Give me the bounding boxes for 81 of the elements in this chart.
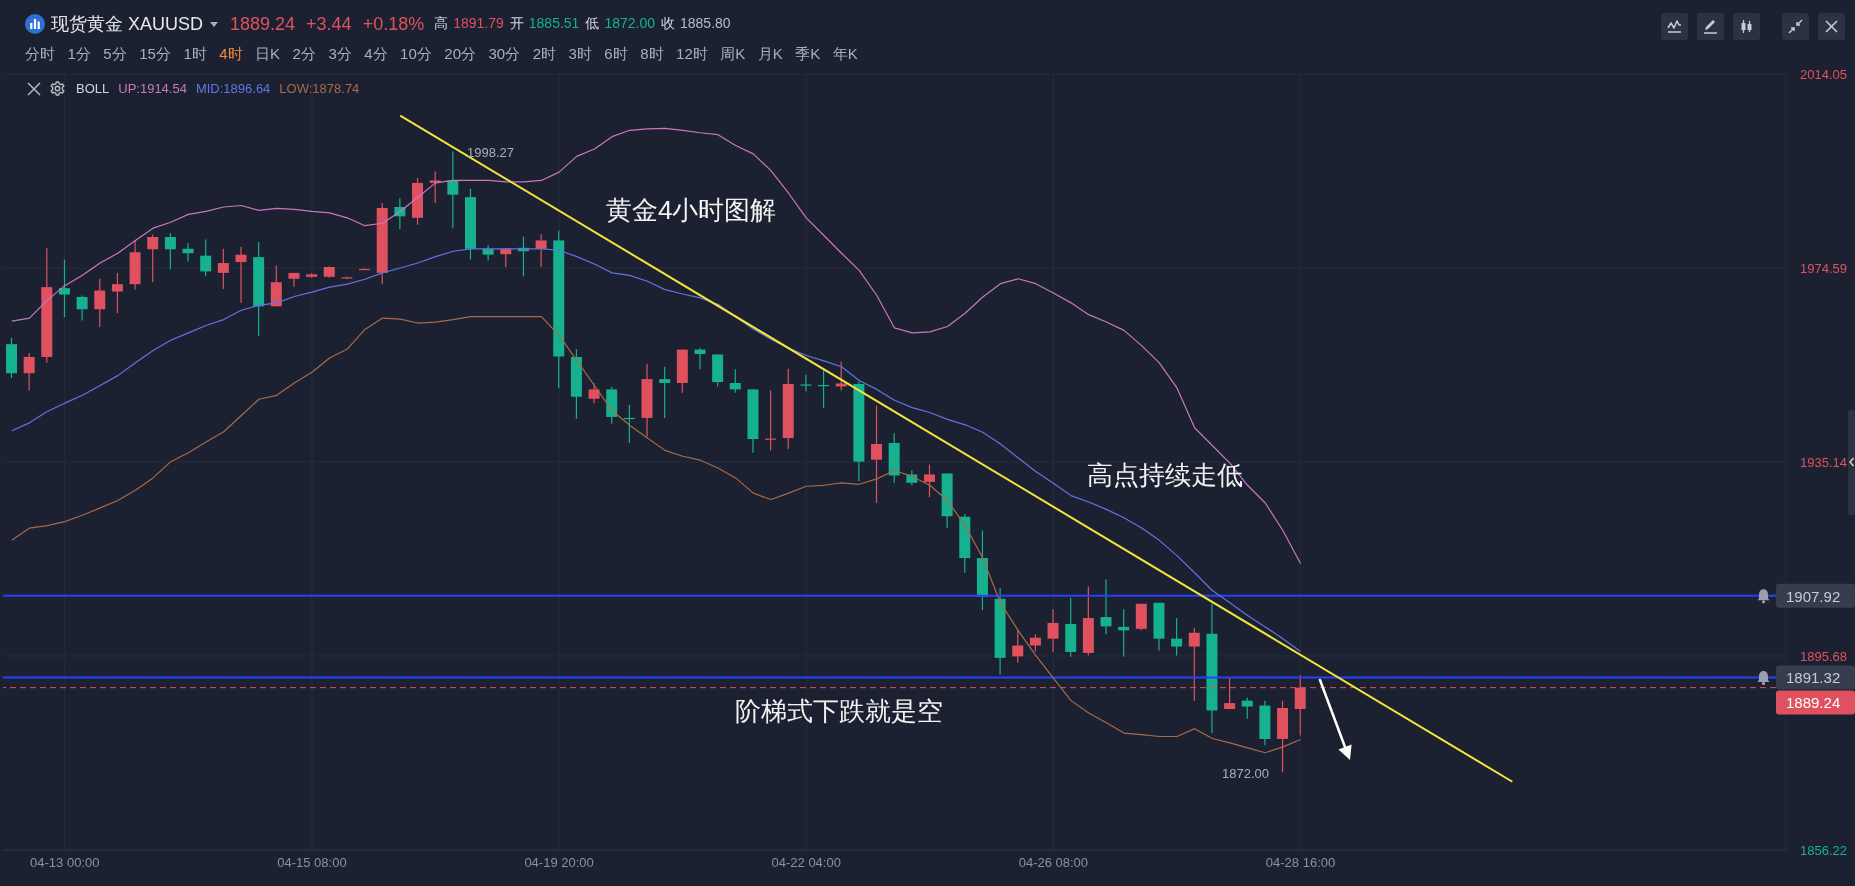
text: 8时 [640, 44, 664, 64]
text: 4分 [364, 44, 388, 64]
candlestick [659, 366, 671, 419]
text: 收 1885.80 [661, 15, 731, 31]
candlestick [729, 368, 741, 394]
candlestick [694, 347, 706, 370]
text: 5分 [103, 44, 127, 64]
text: 周K [720, 44, 746, 64]
candlestick [164, 232, 176, 271]
text: 20分 [444, 44, 476, 64]
candlestick [1100, 578, 1112, 635]
candlestick [800, 374, 812, 392]
line-series [11, 316, 1302, 754]
candlestick [200, 238, 212, 277]
candlestick [111, 272, 123, 314]
text: 10分 [400, 44, 432, 64]
ref-line-label: 1907.92 [1786, 587, 1841, 605]
candlestick [288, 272, 300, 288]
x-tick-label: 04-26 08:00 [1018, 855, 1089, 871]
candlestick [147, 233, 159, 283]
text: 2分 [292, 44, 316, 64]
y-tick-label: 1935.14 [1800, 454, 1847, 470]
annotation: 阶梯式下跌就是空 [735, 696, 943, 726]
candlestick [871, 405, 883, 504]
text: 2时 [532, 44, 557, 64]
candlestick [1012, 628, 1024, 664]
text: 3分 [328, 44, 352, 64]
candlestick [76, 294, 88, 322]
text: 6时 [604, 44, 628, 64]
x-tick-label: 04-15 08:00 [277, 855, 347, 871]
candlestick [447, 150, 459, 229]
text: 开 1885.51 [509, 15, 580, 31]
line-series [11, 127, 1302, 565]
x-tick-label: 04-19 20:00 [524, 855, 594, 871]
text: 30分 [488, 44, 521, 64]
chart-title: 现货黄金 XAUUSD [51, 13, 204, 36]
candlestick [182, 242, 194, 263]
text: 年K [832, 44, 858, 64]
candlestick [588, 382, 600, 404]
candlestick [429, 171, 441, 204]
text: 1时 [183, 44, 207, 64]
y-tick-label: 1974.59 [1800, 260, 1847, 276]
candlestick [217, 248, 229, 290]
annotation: 高点持续走低 [1087, 460, 1243, 490]
text: MID:1896.64 [195, 80, 271, 97]
y-tick-label: 1856.22 [1800, 842, 1847, 858]
x-tick-label: 04-13 00:00 [30, 855, 100, 871]
candlestick [23, 352, 35, 391]
text: 12时 [676, 44, 708, 64]
text: 分时 [25, 44, 55, 64]
text: UP:1914.54 [118, 80, 187, 97]
candlestick [535, 233, 547, 268]
candlestick [1171, 617, 1183, 656]
annotation: 1998.27 [467, 144, 514, 159]
candlestick [1047, 608, 1059, 653]
text: 月K [757, 44, 783, 64]
y-tick-label: 1895.68 [1800, 648, 1847, 664]
ref-line-label: 1889.24 [1786, 693, 1841, 711]
x-tick-label: 04-28 16:00 [1265, 855, 1336, 871]
text: 1分 [67, 44, 91, 64]
text: LOW:1878.74 [279, 80, 360, 97]
annotation: 黄金4小时图解 [606, 195, 777, 225]
text: 3时 [568, 44, 592, 64]
y-tick-label: 2014.05 [1800, 66, 1847, 82]
text: 15分 [139, 44, 171, 64]
text: 高 1891.79 [434, 15, 504, 31]
text: 日K [255, 44, 281, 64]
candlestick [235, 246, 247, 304]
candlestick [1241, 697, 1253, 720]
candlestick [923, 464, 935, 498]
legend-title: BOLL [76, 80, 110, 97]
candlestick [482, 244, 494, 262]
text: 4时 [219, 44, 243, 64]
candlestick [58, 259, 70, 318]
text: 低 1872.00 [585, 15, 656, 31]
text: 季K [795, 44, 821, 64]
ref-line-label: 1891.32 [1786, 668, 1841, 686]
candlestick [94, 278, 106, 328]
annotation: 1872.00 [1222, 765, 1269, 780]
chart-subtitle: 1889.24 +3.44 +0.18% [230, 13, 425, 35]
x-tick-label: 04-22 04:00 [771, 855, 841, 871]
